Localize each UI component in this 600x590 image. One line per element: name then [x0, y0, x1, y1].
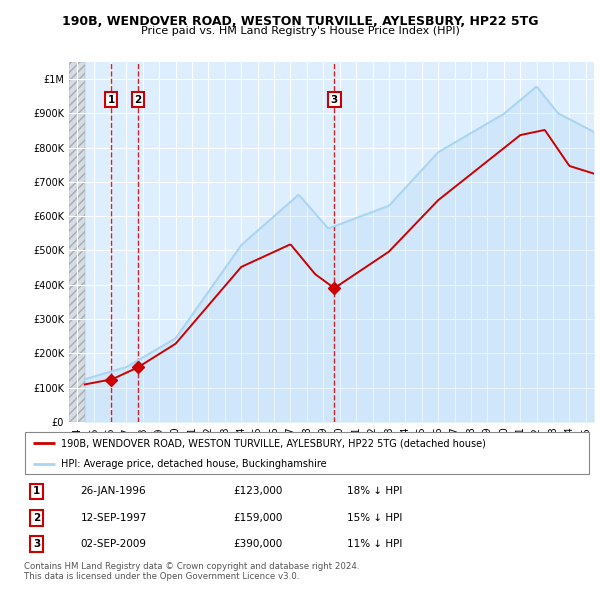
Text: 1: 1: [33, 486, 40, 496]
Text: 18% ↓ HPI: 18% ↓ HPI: [347, 486, 403, 496]
Text: 11% ↓ HPI: 11% ↓ HPI: [347, 539, 403, 549]
Text: 02-SEP-2009: 02-SEP-2009: [80, 539, 146, 549]
Bar: [69, 62, 85, 422]
Text: 3: 3: [331, 95, 338, 105]
Text: £123,000: £123,000: [234, 486, 283, 496]
Text: 3: 3: [33, 539, 40, 549]
Text: 190B, WENDOVER ROAD, WESTON TURVILLE, AYLESBURY, HP22 5TG: 190B, WENDOVER ROAD, WESTON TURVILLE, AY…: [62, 15, 538, 28]
Text: £390,000: £390,000: [234, 539, 283, 549]
Text: 2: 2: [134, 95, 142, 105]
Text: 2: 2: [33, 513, 40, 523]
Text: 190B, WENDOVER ROAD, WESTON TURVILLE, AYLESBURY, HP22 5TG (detached house): 190B, WENDOVER ROAD, WESTON TURVILLE, AY…: [61, 438, 486, 448]
Text: 26-JAN-1996: 26-JAN-1996: [80, 486, 146, 496]
FancyBboxPatch shape: [25, 432, 589, 474]
Text: Price paid vs. HM Land Registry's House Price Index (HPI): Price paid vs. HM Land Registry's House …: [140, 26, 460, 36]
Text: 12-SEP-1997: 12-SEP-1997: [80, 513, 147, 523]
Text: 15% ↓ HPI: 15% ↓ HPI: [347, 513, 403, 523]
Text: HPI: Average price, detached house, Buckinghamshire: HPI: Average price, detached house, Buck…: [61, 459, 326, 469]
Text: Contains HM Land Registry data © Crown copyright and database right 2024.
This d: Contains HM Land Registry data © Crown c…: [24, 562, 359, 581]
Bar: [69, 62, 85, 422]
Text: £159,000: £159,000: [234, 513, 283, 523]
Text: 1: 1: [107, 95, 115, 105]
